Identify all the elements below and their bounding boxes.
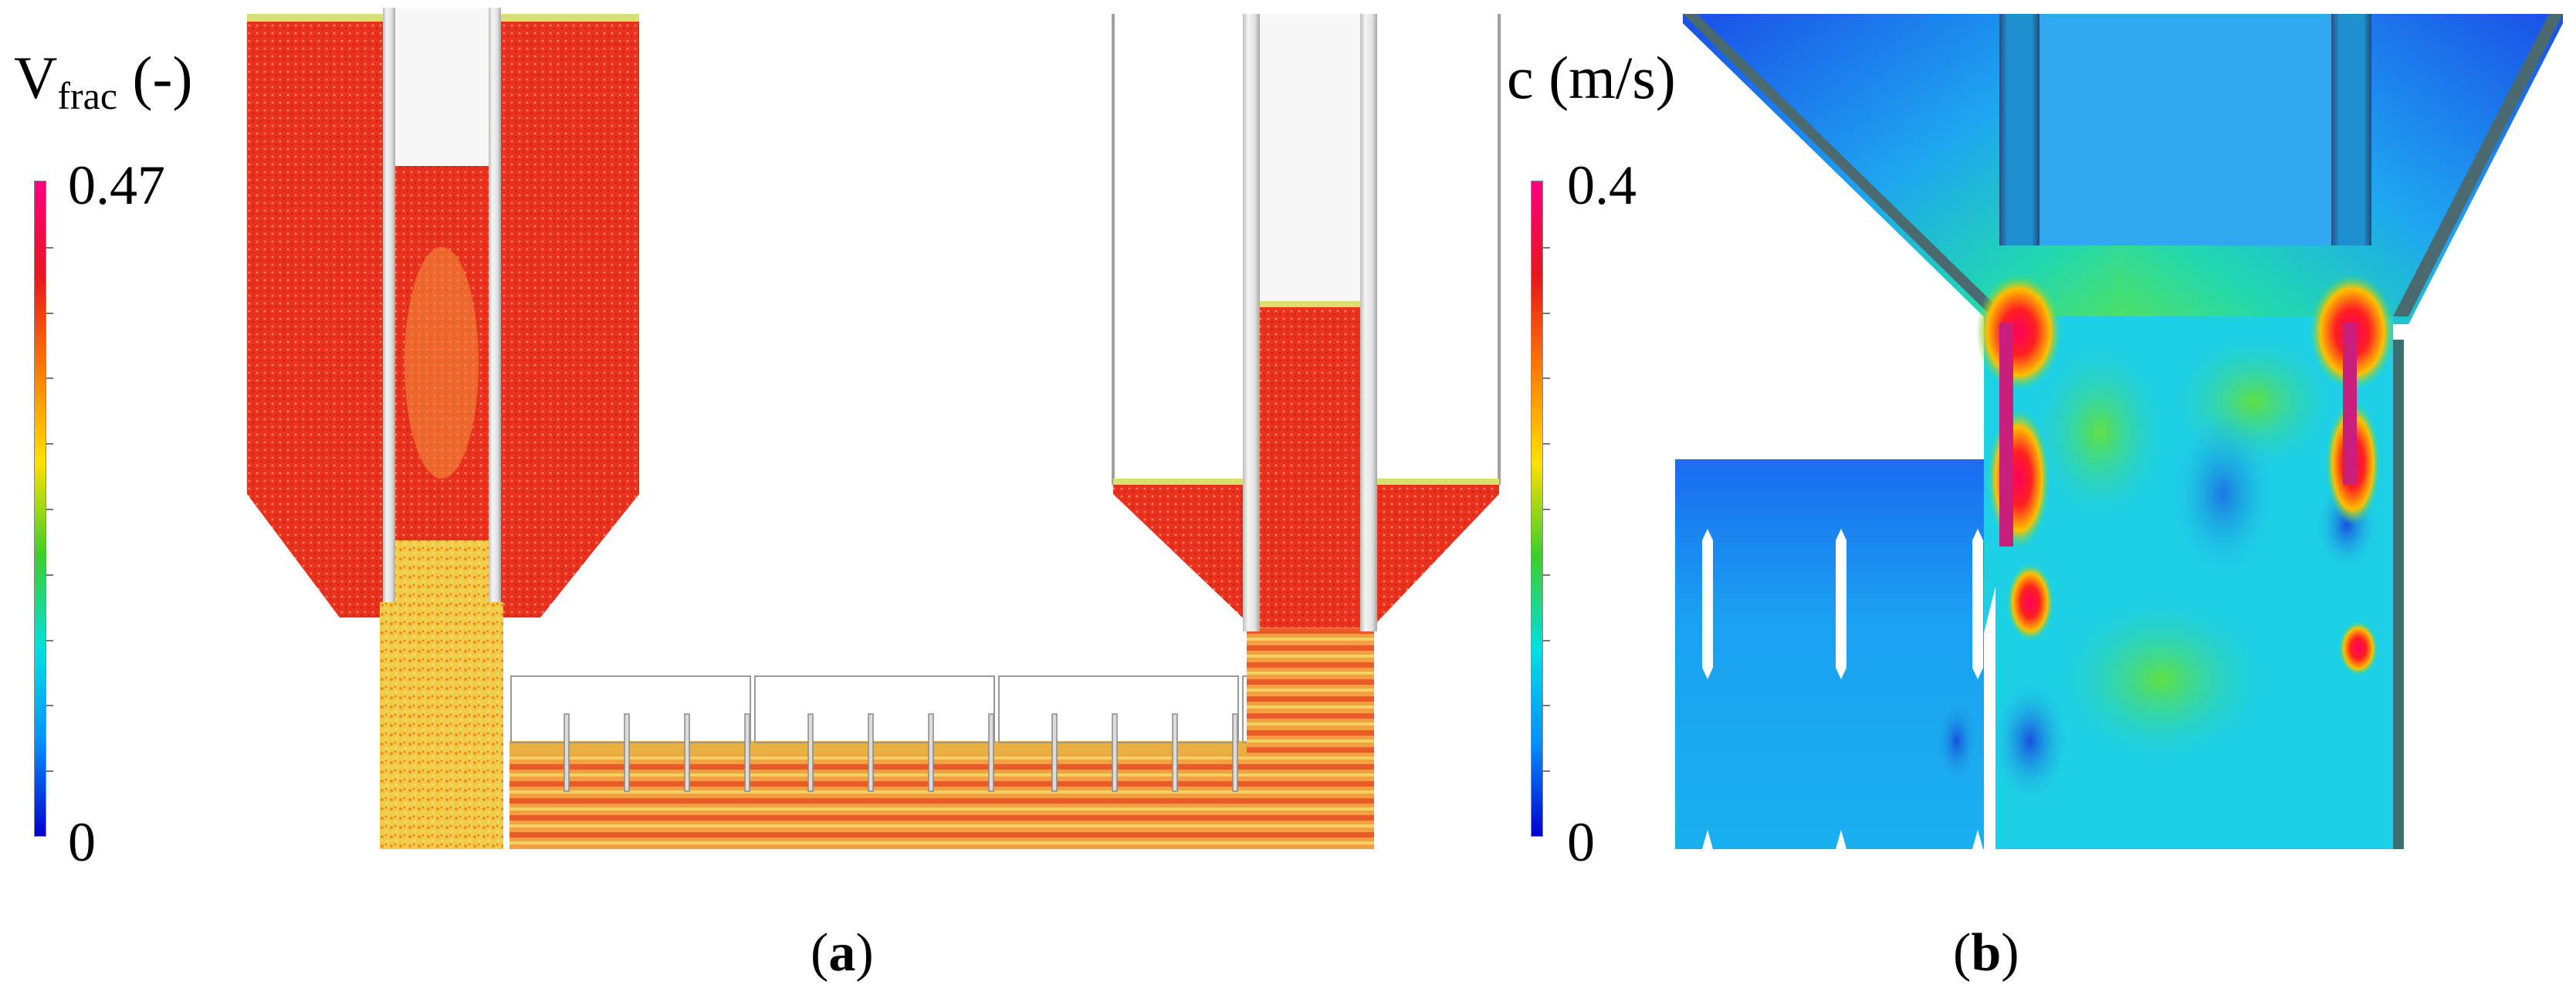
baffle-slots: [1702, 529, 1983, 849]
colorbar-a-title-unit: (-): [117, 44, 193, 111]
colorbar-tick: [46, 443, 53, 445]
colorbar-tick: [1542, 574, 1550, 576]
colorbar-tick: [46, 574, 53, 576]
colorbar-tick: [46, 509, 53, 510]
panel-b-label-letter: b: [1971, 923, 2002, 983]
right-hopper: [1112, 14, 1501, 631]
particle-fill-simulation: [247, 8, 1501, 849]
panel-b-label: (b): [1953, 926, 2019, 980]
panel-a-label-letter: a: [828, 923, 856, 983]
panel-a-label-close: ): [855, 923, 874, 983]
left-pipe-wall: [1999, 14, 2039, 245]
colorbar-tick: [46, 639, 53, 641]
bottom-channel: [503, 675, 1279, 849]
colorbar-tick: [46, 377, 53, 380]
colorbar-a-title: Vfrac (-): [14, 48, 192, 117]
colorbar-tick: [1542, 639, 1550, 641]
left-riser: [380, 602, 503, 849]
colorbar-b-title: c (m/s): [1507, 44, 1676, 111]
colorbar-tick: [1542, 509, 1550, 510]
colorbar-tick: [46, 246, 53, 249]
right-riser: [1247, 625, 1374, 849]
colorbar-b-max-label: 0.4: [1567, 154, 1637, 216]
colorbar-tick: [46, 705, 53, 707]
colorbar-tick: [1542, 443, 1550, 445]
riser-right-wall: [2393, 340, 2404, 849]
colorbar-a-title-main: V: [14, 44, 58, 111]
colorbar-tick: [1542, 770, 1550, 773]
colorbar-a-title-sub: frac: [57, 74, 118, 117]
colorbar-tick: [1542, 377, 1550, 380]
colorbar-tick: [46, 312, 53, 314]
colorbar-a-min-label: 0: [68, 811, 96, 873]
colorbar-tick: [1542, 246, 1550, 249]
colorbar-a: [34, 181, 53, 837]
right-pipe-wall: [2331, 14, 2371, 245]
colorbar-tick: [1542, 312, 1550, 314]
colorbar-a-max-label: 0.47: [68, 154, 165, 216]
colorbar-tick: [1542, 705, 1550, 707]
colorbar-b: [1531, 181, 1550, 837]
left-hopper: [247, 8, 639, 625]
colorbar-b-min-label: 0: [1567, 811, 1595, 873]
velocity-contour-field: [1675, 14, 2563, 849]
panel-a-label: (a): [811, 926, 874, 980]
panel-b-label-close: ): [2001, 923, 2019, 983]
colorbar-tick: [46, 770, 53, 773]
lower-chamber: [1675, 459, 1984, 849]
panel-b-label-open: (: [1953, 923, 1972, 983]
panel-a-label-open: (: [811, 923, 829, 983]
